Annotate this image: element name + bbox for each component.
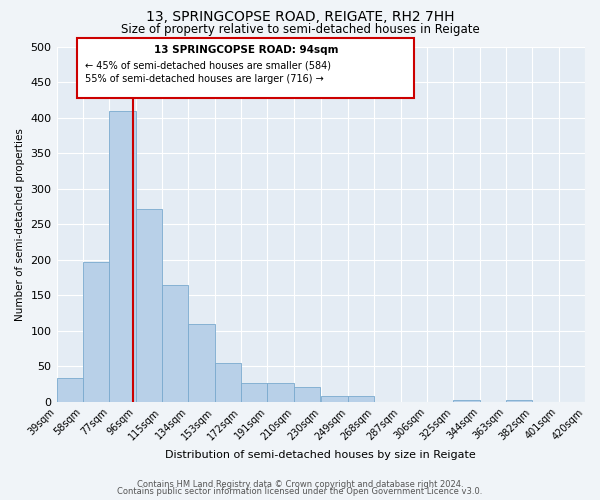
FancyBboxPatch shape [77, 38, 414, 98]
Bar [453, 400, 479, 402]
Bar [322, 396, 348, 402]
Bar [83, 262, 109, 402]
Text: Contains public sector information licensed under the Open Government Licence v3: Contains public sector information licen… [118, 487, 482, 496]
Bar [294, 387, 320, 402]
Text: 13 SPRINGCOPSE ROAD: 94sqm: 13 SPRINGCOPSE ROAD: 94sqm [154, 45, 338, 55]
Bar [56, 378, 83, 402]
Bar [268, 384, 294, 402]
X-axis label: Distribution of semi-detached houses by size in Reigate: Distribution of semi-detached houses by … [166, 450, 476, 460]
Bar [162, 284, 188, 402]
Y-axis label: Number of semi-detached properties: Number of semi-detached properties [15, 128, 25, 320]
Bar [215, 363, 241, 402]
Bar [136, 210, 162, 402]
Bar [109, 111, 136, 402]
Bar [348, 396, 374, 402]
Text: Contains HM Land Registry data © Crown copyright and database right 2024.: Contains HM Land Registry data © Crown c… [137, 480, 463, 489]
Text: 55% of semi-detached houses are larger (716) →: 55% of semi-detached houses are larger (… [85, 74, 324, 84]
Bar [188, 324, 215, 402]
Text: Size of property relative to semi-detached houses in Reigate: Size of property relative to semi-detach… [121, 22, 479, 36]
Bar [241, 384, 268, 402]
Text: ← 45% of semi-detached houses are smaller (584): ← 45% of semi-detached houses are smalle… [85, 60, 331, 70]
Text: 13, SPRINGCOPSE ROAD, REIGATE, RH2 7HH: 13, SPRINGCOPSE ROAD, REIGATE, RH2 7HH [146, 10, 454, 24]
Bar [506, 400, 532, 402]
